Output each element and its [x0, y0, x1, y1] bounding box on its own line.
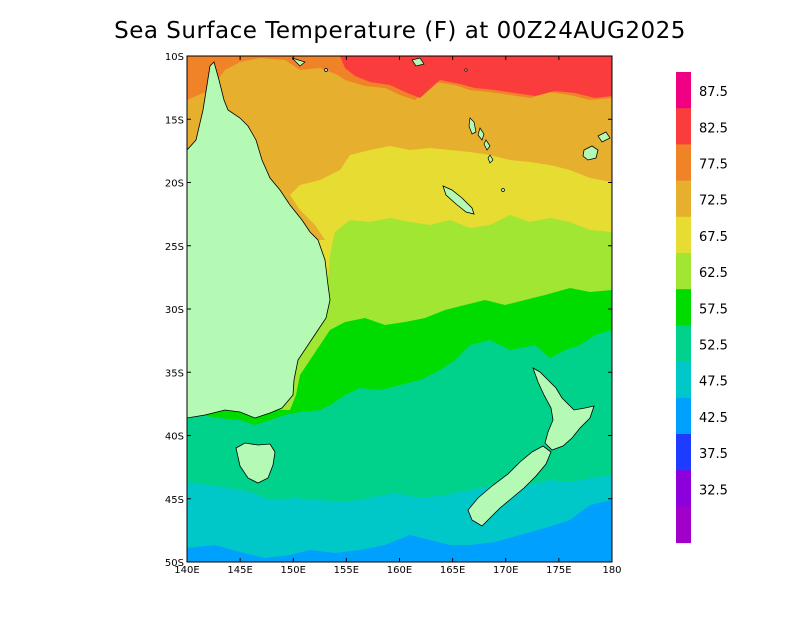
colorbar-label: 77.5 [699, 158, 728, 173]
temperature-field [187, 56, 612, 562]
colorbar-swatch [676, 325, 691, 363]
small-islands [291, 57, 611, 192]
lat-label: 25S [165, 242, 184, 253]
colorbar-swatch [676, 397, 691, 435]
colorbar-label: 72.5 [699, 194, 728, 209]
lat-label: 30S [165, 305, 184, 316]
colorbar-swatch [676, 470, 691, 507]
colorbar-label: 32.5 [699, 483, 728, 498]
lat-label: 40S [165, 432, 184, 443]
fiji-land [582, 145, 599, 161]
colorbar-swatch [676, 144, 691, 182]
colorbar-label: 62.5 [699, 266, 728, 281]
lat-label: 45S [165, 495, 184, 506]
lon-label: 180 [602, 565, 621, 576]
lon-label: 170E [493, 565, 518, 576]
colorbar-label: 87.5 [699, 85, 728, 100]
lon-label: 150E [281, 565, 306, 576]
lon-label: 160E [387, 565, 412, 576]
colorbar-swatch [676, 72, 691, 109]
tasmania-land [235, 442, 276, 484]
colorbar-swatch [676, 180, 691, 218]
lon-label: 145E [227, 565, 252, 576]
lon-label: 140E [174, 565, 199, 576]
colorbar-swatch [676, 108, 691, 145]
vanuatu-islands [468, 117, 494, 164]
band-87-plus [340, 56, 612, 98]
colorbar-label: 42.5 [699, 411, 728, 426]
colorbar-label: 57.5 [699, 302, 728, 317]
colorbar-swatch [676, 253, 691, 290]
colorbar: 87.5 82.5 77.5 72.5 67.5 62.5 57.5 52.5 47.5 42.5… [676, 72, 728, 544]
colorbar-label: 47.5 [699, 375, 728, 390]
new-zealand-north-island [532, 367, 595, 451]
lat-label: 15S [165, 115, 184, 126]
colorbar-label: 52.5 [699, 339, 728, 354]
map-title: Sea Surface Temperature (F) at 00Z24AUG2… [114, 18, 686, 44]
colorbar-swatch [676, 361, 691, 399]
lat-label: 35S [165, 368, 184, 379]
colorbar-label: 37.5 [699, 447, 728, 462]
lat-label: 10S [165, 52, 184, 63]
band-77-82 [187, 56, 612, 240]
lon-label: 175E [546, 565, 571, 576]
colorbar-swatch [676, 506, 691, 544]
lat-label: 20S [165, 179, 184, 190]
colorbar-label: 67.5 [699, 230, 728, 245]
map-axes: 140E 145E 150E 155E 160E 165E 170E 175E 180 10S 15… [165, 52, 622, 576]
colorbar-swatch [676, 434, 691, 471]
colorbar-swatch [676, 289, 691, 326]
lon-label: 155E [334, 565, 359, 576]
lat-label: 50S [165, 558, 184, 569]
colorbar-label: 82.5 [699, 121, 728, 136]
new-caledonia-land [442, 185, 475, 215]
new-zealand-south-island [467, 445, 552, 527]
colorbar-swatch [676, 216, 691, 254]
lon-label: 165E [440, 565, 465, 576]
australia-land [187, 61, 331, 419]
